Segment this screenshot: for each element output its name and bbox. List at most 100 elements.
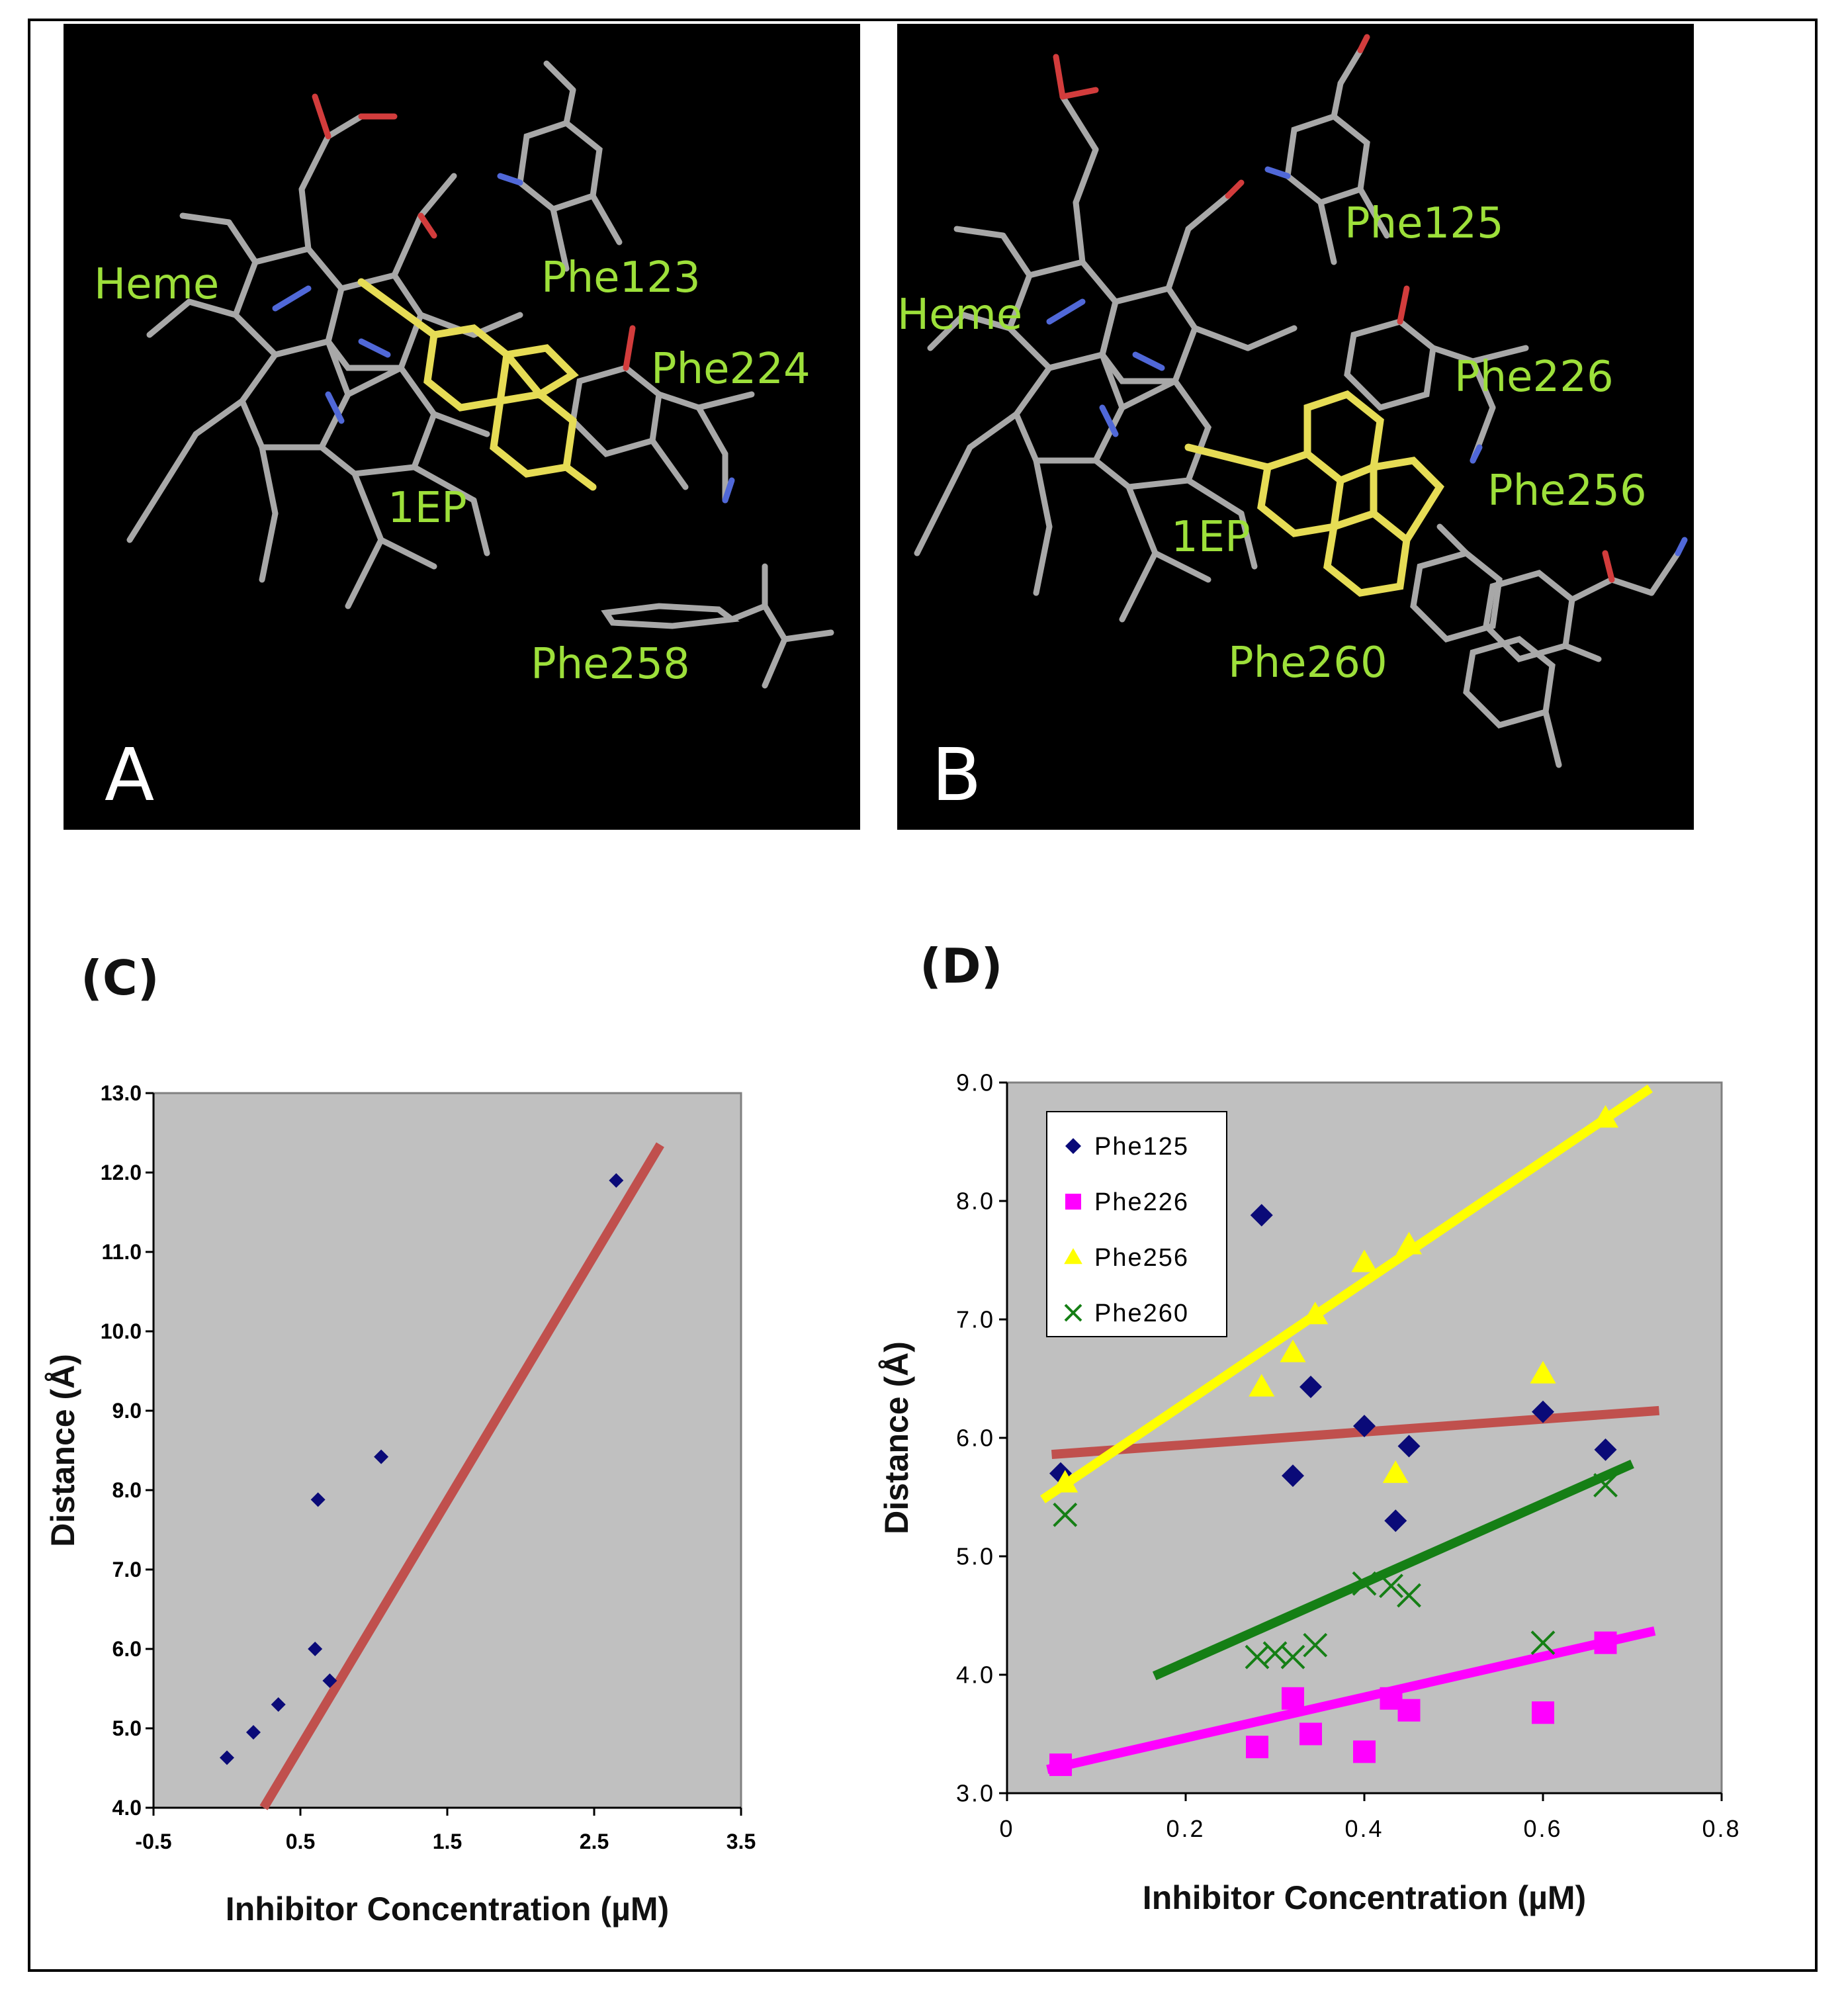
- chart-c-title: (C): [81, 950, 159, 1006]
- data-point-phe256: [1249, 1374, 1275, 1397]
- data-point-points: [271, 1697, 286, 1712]
- legend-marker-phe260: [1064, 1304, 1082, 1322]
- data-point-phe256: [1592, 1105, 1619, 1128]
- data-point-phe256: [1052, 1470, 1078, 1493]
- x-tick-label: 0.6: [1523, 1815, 1562, 1842]
- x-tick-label: 0: [999, 1815, 1014, 1842]
- x-tick-label: 2.5: [580, 1830, 609, 1853]
- legend-label-phe260: Phe260: [1094, 1300, 1189, 1327]
- y-tick-label: 3.0: [956, 1780, 995, 1807]
- label-phe125: Phe125: [1344, 199, 1504, 248]
- y-tick-label: 9.0: [956, 1069, 995, 1096]
- trendline: [259, 1142, 664, 1810]
- y-tick-label: 6.0: [956, 1425, 995, 1452]
- legend-marker-phe125: [1065, 1138, 1081, 1154]
- data-point-points: [308, 1642, 323, 1656]
- y-tick-label: 9.0: [112, 1399, 142, 1423]
- data-point-phe256: [1280, 1339, 1306, 1362]
- panel-letter-a: A: [105, 732, 155, 817]
- x-axis-label: Inhibitor Concentration (µM): [226, 1890, 669, 1928]
- label-phe224: Phe224: [651, 345, 811, 394]
- data-point-phe226: [1353, 1740, 1376, 1763]
- y-tick-label: 13.0: [101, 1081, 142, 1105]
- figure-frame: [28, 19, 1818, 1972]
- y-tick-label: 7.0: [956, 1306, 995, 1333]
- label-phe226: Phe226: [1454, 353, 1614, 402]
- y-tick-label: 4.0: [956, 1662, 995, 1689]
- legend-marker-phe226: [1065, 1194, 1081, 1210]
- x-tick-label: 0.5: [286, 1830, 315, 1853]
- data-point-phe260: [1053, 1502, 1078, 1527]
- y-tick-label: 5.0: [112, 1716, 142, 1740]
- chart-d-title: (D): [920, 938, 1003, 994]
- structure-render-a: [126, 60, 834, 689]
- data-point-points: [609, 1173, 624, 1188]
- data-point-phe125: [1594, 1438, 1617, 1461]
- data-point-phe125: [1397, 1435, 1421, 1458]
- data-point-phe260: [1530, 1630, 1556, 1656]
- y-tick-label: 10.0: [101, 1319, 142, 1343]
- y-tick-label: 11.0: [101, 1240, 142, 1264]
- x-tick-label: 3.5: [726, 1830, 756, 1853]
- x-axis-label: Inhibitor Concentration (µM): [1143, 1879, 1586, 1916]
- data-point-phe226: [1532, 1701, 1554, 1724]
- chart-d-plot: 3.0 4.0 5.0 6.0 7.0 8.0 9.0 0 0.2 0.4 0.6 0.8 Inhibi…: [878, 1069, 1741, 1916]
- plot-area: [152, 1092, 742, 1809]
- data-point-phe260: [1379, 1574, 1403, 1599]
- data-point-phe125: [1353, 1415, 1376, 1438]
- y-tick-label: 7.0: [112, 1558, 142, 1581]
- data-point-phe260: [1352, 1571, 1377, 1596]
- label-phe260: Phe260: [1228, 639, 1387, 687]
- y-tick-label: 6.0: [112, 1637, 142, 1661]
- y-tick-label: 8.0: [956, 1188, 995, 1215]
- x-tick-label: 0.8: [1702, 1815, 1741, 1842]
- data-point-phe226: [1049, 1753, 1072, 1777]
- legend-label-phe256: Phe256: [1094, 1244, 1189, 1272]
- label-heme-a: Heme: [94, 260, 220, 309]
- data-point-points: [310, 1492, 326, 1507]
- trendline-phe256: [1040, 1085, 1653, 1503]
- x-tick-label: 0.2: [1166, 1815, 1205, 1842]
- data-point-phe256: [1395, 1231, 1423, 1255]
- structure-render-b: [914, 34, 1688, 768]
- panel-letter-b: B: [932, 732, 982, 817]
- data-point-phe125: [1384, 1509, 1407, 1532]
- x-tick-label: 1.5: [433, 1830, 462, 1853]
- data-point-phe226: [1397, 1699, 1421, 1722]
- data-point-phe125: [1299, 1376, 1322, 1399]
- data-point-phe256: [1351, 1249, 1378, 1272]
- y-axis-label: Distance (Å): [44, 1354, 81, 1547]
- label-phe258: Phe258: [531, 640, 690, 689]
- x-tick-label: -0.5: [135, 1830, 171, 1853]
- data-point-phe125: [1282, 1464, 1304, 1487]
- data-point-phe226: [1299, 1722, 1322, 1746]
- molecule-panel-a: Heme Phe123 Phe224 1EP Phe258 A: [64, 24, 860, 830]
- data-point-phe256: [1302, 1302, 1329, 1325]
- data-point-phe260: [1303, 1632, 1328, 1658]
- label-1ep-a: 1EP: [388, 484, 467, 533]
- legend-label-phe125: Phe125: [1094, 1133, 1189, 1161]
- x-tick-label: 0.4: [1344, 1815, 1384, 1842]
- label-heme-b: Heme: [897, 290, 1023, 339]
- data-point-phe260: [1397, 1583, 1421, 1608]
- legend: Phe125 Phe226 Phe256 Phe260: [1046, 1111, 1227, 1337]
- y-tick-label: 8.0: [112, 1478, 142, 1502]
- y-tick-label: 4.0: [112, 1796, 142, 1820]
- y-axis-label: Distance (Å): [878, 1341, 915, 1534]
- data-point-phe256: [1530, 1360, 1556, 1384]
- chart-c-plot: 4.0 5.0 6.0 7.0 8.0 9.0 10.0 11.0 12.0 13.0 -0.5 0.…: [44, 1081, 756, 1928]
- data-point-points: [322, 1673, 337, 1688]
- label-phe123: Phe123: [541, 253, 701, 302]
- data-point-phe125: [1532, 1400, 1554, 1423]
- legend-label-phe226: Phe226: [1094, 1188, 1189, 1216]
- label-1ep-b: 1EP: [1171, 513, 1251, 562]
- label-phe256: Phe256: [1487, 466, 1647, 515]
- legend-marker-phe256: [1064, 1248, 1082, 1264]
- data-point-phe125: [1250, 1204, 1273, 1227]
- data-point-points: [374, 1449, 389, 1464]
- y-tick-label: 12.0: [101, 1161, 142, 1184]
- data-point-points: [245, 1725, 261, 1740]
- data-point-phe260: [1593, 1473, 1618, 1498]
- molecule-panel-b: Heme Phe125 Phe226 Phe256 1EP Phe260 B: [897, 24, 1694, 830]
